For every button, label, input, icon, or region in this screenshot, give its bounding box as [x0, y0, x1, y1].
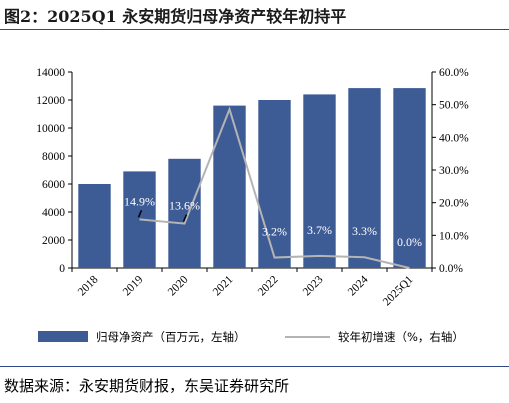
bar: [303, 94, 336, 269]
y-left-tick-label: 14000: [36, 67, 65, 79]
line-data-label: 3.3%: [352, 224, 377, 238]
x-tick-label: 2021: [211, 273, 236, 298]
y-left-tick-label: 10000: [36, 123, 65, 135]
bar: [213, 105, 246, 268]
x-tick-label: 2025Q1: [381, 273, 416, 308]
y-right-tick-label: 50.0%: [439, 100, 469, 112]
line-data-label: 48.6%: [214, 88, 245, 102]
y-left-tick-label: 4000: [42, 207, 65, 219]
legend-label-bars: 归母净资产（百万元，左轴）: [96, 330, 246, 344]
source-text: 数据来源：永安期货财报，东吴证券研究所: [4, 377, 290, 395]
y-right-tick-label: 30.0%: [439, 165, 469, 177]
growth-line: [139, 106, 410, 269]
x-tick-label: 2024: [346, 273, 371, 298]
bar: [78, 184, 111, 268]
x-tick-label: 2023: [301, 273, 326, 298]
bar: [348, 88, 381, 268]
label-leader: [182, 214, 188, 222]
bar: [168, 158, 201, 268]
title-bar: 图2：2025Q1 永安期货归母净资产较年初持平: [0, 0, 509, 30]
line-data-label: 0.0%: [397, 235, 422, 249]
y-right-tick-label: 60.0%: [439, 67, 469, 79]
x-tick-label: 2019: [121, 273, 146, 298]
y-right-tick-label: 0.0%: [439, 263, 463, 275]
x-tick-label: 2022: [256, 273, 281, 298]
y-left-tick-label: 12000: [36, 95, 65, 107]
y-left-tick-label: 6000: [42, 179, 65, 191]
line-data-label: 14.9%: [124, 194, 155, 208]
source-bar: 数据来源：永安期货财报，东吴证券研究所: [0, 366, 509, 395]
y-left-tick-label: 8000: [42, 151, 65, 163]
y-right-tick-label: 40.0%: [439, 132, 469, 144]
y-right-tick-label: 10.0%: [439, 230, 469, 242]
chart-title: 图2：2025Q1 永安期货归母净资产较年初持平: [4, 7, 347, 26]
bar: [393, 88, 426, 268]
bar: [258, 100, 291, 268]
label-leader: [137, 210, 143, 218]
x-tick-label: 2018: [76, 273, 101, 298]
y-left-tick-label: 2000: [42, 235, 65, 247]
chart: 0 2000 4000 6000 8000 10000 12000 14000 0.0% 10.0…: [36, 67, 469, 344]
legend-label-line: 较年初增速（%，右轴）: [338, 330, 464, 344]
line-data-label: 13.6%: [169, 199, 200, 213]
x-tick-label: 2020: [166, 273, 191, 298]
line-data-label: 3.2%: [262, 225, 287, 239]
line-data-label: 3.7%: [307, 223, 332, 237]
y-right-tick-label: 20.0%: [439, 198, 469, 210]
legend-swatch-bars: [38, 331, 88, 342]
y-left-tick-label: 0: [59, 263, 65, 275]
